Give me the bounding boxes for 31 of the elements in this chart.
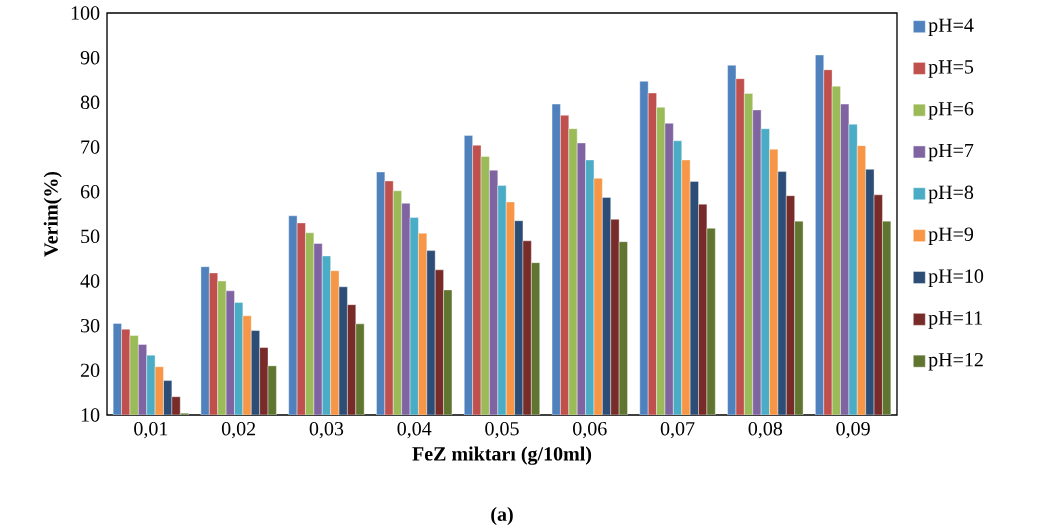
x-tick-label: 0,03 — [309, 421, 344, 439]
legend-label: pH=7 — [928, 143, 974, 162]
x-tick-label: 0,07 — [660, 421, 695, 439]
y-tick-label: 80 — [80, 95, 100, 110]
y-axis-title: Verim(%) — [43, 171, 62, 257]
x-axis-title: FeZ miktarı (g/10ml) — [412, 446, 592, 465]
legend-label: pH=12 — [928, 353, 983, 371]
y-tick-label: 30 — [81, 318, 100, 333]
legend-label: pH=11 — [928, 311, 982, 329]
x-tick-label: 0,01 — [134, 421, 168, 439]
y-tick-label: 60 — [80, 184, 100, 199]
legend-label: pH=9 — [928, 227, 974, 246]
legend-label: pH=8 — [928, 185, 974, 204]
legend-label: pH=5 — [928, 60, 974, 78]
legend-label: pH=4 — [928, 18, 974, 37]
x-tick-label: 0,04 — [397, 421, 432, 439]
legend-label: pH=6 — [928, 102, 974, 120]
text: (a) — [491, 506, 513, 526]
legend-label: pH=10 — [928, 269, 984, 287]
y-tick-label: 10 — [81, 408, 100, 422]
x-tick-label: 0,08 — [748, 421, 783, 439]
x-tick-label: 0,02 — [221, 421, 256, 439]
y-tick-label: 50 — [81, 229, 100, 244]
y-tick-label: 70 — [81, 140, 100, 154]
y-tick-label: 20 — [80, 363, 100, 378]
x-tick-label: 0,06 — [573, 421, 607, 439]
y-tick-label: 100 — [71, 6, 100, 20]
y-tick-label: 90 — [80, 50, 100, 65]
y-tick-label: 40 — [80, 274, 100, 288]
x-tick-label: 0,09 — [836, 421, 870, 439]
x-tick-label: 0,05 — [485, 421, 519, 439]
